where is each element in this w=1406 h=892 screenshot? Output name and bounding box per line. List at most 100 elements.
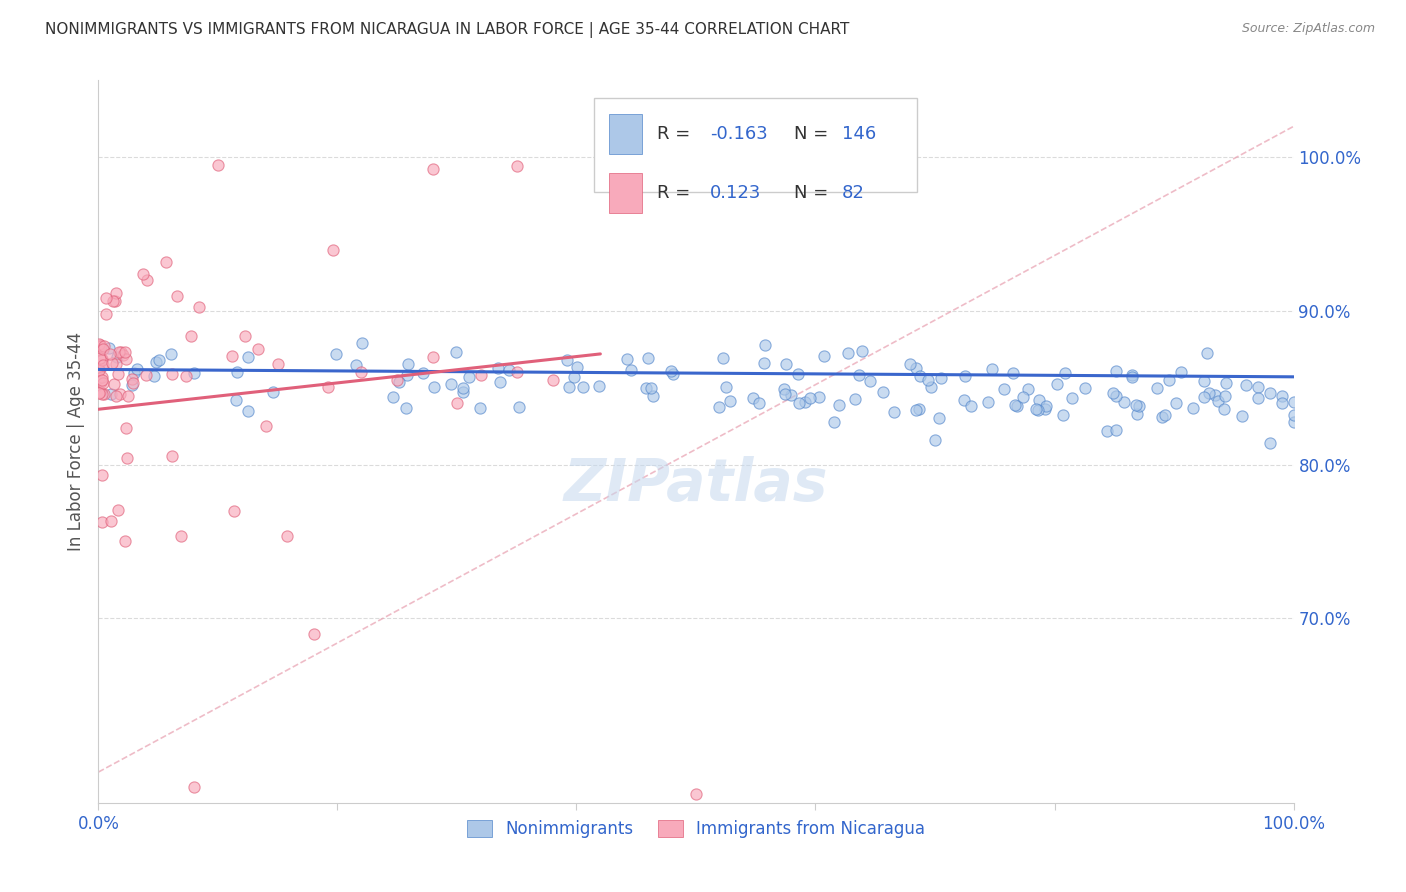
Point: [468, 401, 491, 415]
Point: [741, 391, 763, 405]
Point: [1282, 408, 1305, 422]
Point: [89, 351, 111, 366]
Point: [662, 367, 685, 381]
Point: [453, 384, 475, 399]
Point: [166, 289, 188, 303]
Bar: [609, 114, 643, 154]
Text: Source: ZipAtlas.com: Source: ZipAtlas.com: [1241, 22, 1375, 36]
Point: [1154, 409, 1177, 423]
Bar: [609, 173, 643, 213]
Point: [93, 339, 115, 353]
Point: [1198, 385, 1220, 400]
Text: NONIMMIGRANTS VS IMMIGRANTS FROM NICARAGUA IN LABOR FORCE | AGE 35-44 CORRELATIO: NONIMMIGRANTS VS IMMIGRANTS FROM NICARAG…: [45, 22, 849, 38]
Point: [929, 371, 952, 385]
Point: [564, 369, 586, 384]
Point: [844, 392, 866, 407]
Point: [1271, 389, 1294, 403]
Point: [236, 404, 259, 418]
Point: [1017, 382, 1039, 396]
Point: [122, 366, 145, 380]
Point: [395, 401, 418, 415]
Point: [1121, 368, 1143, 382]
Point: [1170, 365, 1192, 379]
Point: [207, 158, 229, 172]
Point: [107, 368, 129, 382]
Point: [115, 352, 138, 367]
Point: [225, 392, 247, 407]
Point: [920, 380, 942, 394]
Point: [558, 379, 581, 393]
Point: [396, 368, 419, 382]
Point: [302, 626, 325, 640]
Point: [316, 380, 339, 394]
Point: [659, 363, 682, 377]
Point: [1105, 423, 1128, 437]
Point: [859, 375, 882, 389]
Point: [486, 361, 509, 376]
Point: [1215, 389, 1237, 403]
Point: [103, 293, 125, 308]
Point: [94, 291, 117, 305]
Point: [444, 345, 467, 359]
Point: [1033, 401, 1056, 416]
Point: [89, 384, 111, 399]
Point: [183, 780, 205, 795]
Point: [100, 514, 122, 528]
Point: [132, 268, 155, 282]
Point: [924, 434, 946, 448]
Point: [160, 449, 183, 463]
Point: [87, 337, 110, 351]
Point: [90, 352, 112, 367]
Point: [322, 243, 344, 257]
Point: [714, 380, 737, 394]
Point: [87, 371, 110, 385]
Point: [94, 307, 117, 321]
Point: [1012, 390, 1035, 404]
Point: [98, 341, 121, 355]
Point: [1204, 388, 1226, 402]
Point: [641, 389, 664, 403]
Point: [1105, 389, 1128, 403]
Point: [754, 338, 776, 352]
Point: [87, 357, 110, 371]
Text: N =: N =: [794, 125, 828, 143]
Point: [136, 273, 159, 287]
Point: [917, 373, 939, 387]
Point: [1097, 424, 1119, 438]
Point: [98, 347, 121, 361]
Point: [1206, 394, 1229, 409]
Point: [808, 390, 831, 404]
Point: [1112, 395, 1135, 409]
Point: [565, 359, 588, 374]
Point: [953, 392, 976, 407]
Point: [898, 357, 921, 371]
Point: [90, 339, 112, 353]
Point: [224, 503, 246, 517]
Point: [506, 160, 529, 174]
Point: [707, 400, 730, 414]
Point: [1247, 380, 1270, 394]
Point: [89, 386, 111, 401]
Point: [813, 349, 835, 363]
FancyBboxPatch shape: [595, 98, 917, 193]
Point: [953, 368, 976, 383]
Point: [93, 342, 115, 356]
Point: [93, 386, 115, 401]
Point: [498, 363, 520, 377]
Point: [976, 395, 998, 409]
Point: [541, 373, 564, 387]
Point: [555, 353, 578, 368]
Point: [104, 357, 127, 371]
Point: [350, 365, 373, 379]
Point: [276, 529, 298, 543]
Point: [385, 373, 409, 387]
Point: [993, 382, 1015, 396]
Point: [1126, 407, 1149, 421]
Point: [325, 347, 347, 361]
Point: [1166, 396, 1188, 410]
Point: [1053, 366, 1076, 380]
Point: [256, 419, 278, 434]
Point: [422, 350, 444, 364]
Point: [135, 368, 157, 382]
Point: [640, 381, 662, 395]
